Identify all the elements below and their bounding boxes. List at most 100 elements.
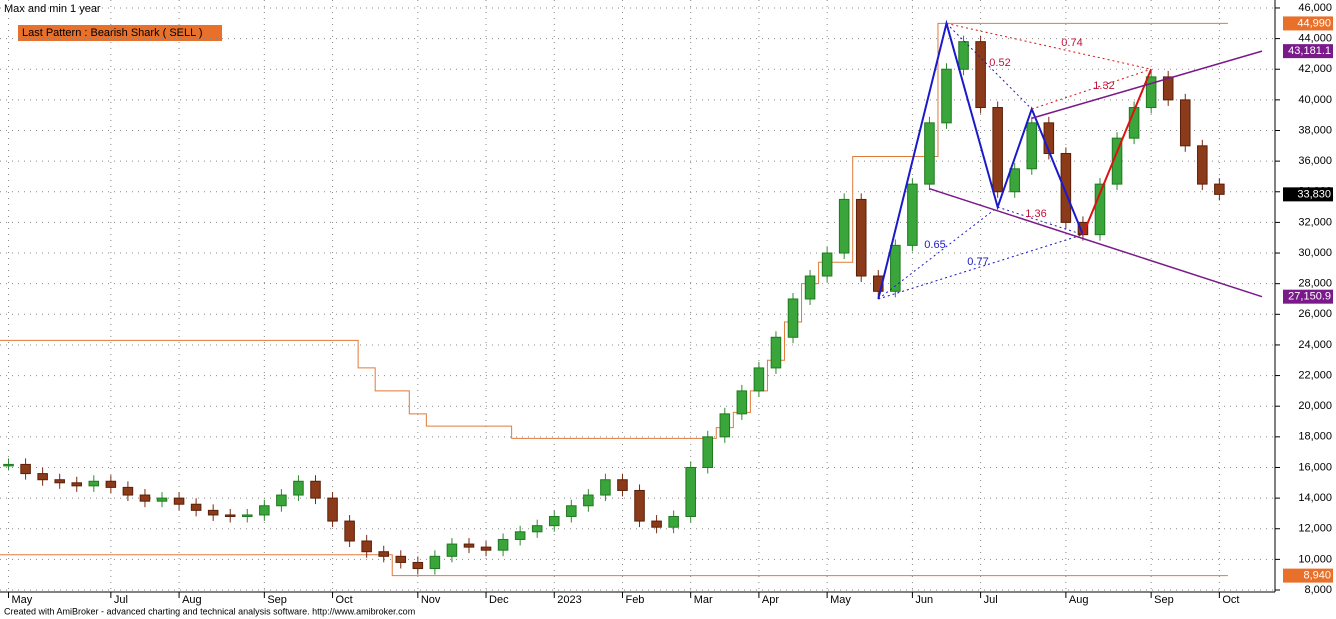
price-tag <box>1283 289 1333 304</box>
candle <box>685 466 696 517</box>
x-tick-label: May <box>830 594 851 606</box>
x-tick-label: 2023 <box>557 594 581 606</box>
price-tag <box>1283 568 1333 583</box>
price-tag <box>1283 16 1333 31</box>
candle <box>139 494 151 502</box>
candle <box>37 473 48 481</box>
y-tick-label: 44,000 <box>1298 33 1332 45</box>
price-tag-label: 43,181.1 <box>1288 45 1331 57</box>
chart-title: Max and min 1 year <box>4 3 101 15</box>
x-tick-label: Jun <box>915 594 933 606</box>
candle <box>770 336 782 369</box>
candle <box>207 509 219 516</box>
candle <box>1145 76 1157 109</box>
ratio-label: 0.77 <box>967 256 988 268</box>
footer: Created with AmiBroker - advanced charti… <box>4 606 415 616</box>
x-tick-label: Aug <box>182 594 202 606</box>
candle <box>412 561 424 570</box>
candle <box>992 107 1003 193</box>
candle <box>855 198 867 277</box>
candle <box>276 494 287 507</box>
x-tick-label: Oct <box>336 594 353 606</box>
candle <box>736 390 748 415</box>
candle <box>173 497 185 505</box>
ratio-label: 0.74 <box>1061 37 1082 49</box>
candle <box>361 540 372 553</box>
x-tick-label: Jul <box>114 594 128 606</box>
candle <box>566 505 577 517</box>
candle <box>463 543 475 548</box>
candle <box>88 480 100 487</box>
price-tag-label: 33,830 <box>1297 188 1331 200</box>
candle <box>821 252 833 277</box>
level-line <box>0 554 1228 577</box>
candle <box>1026 122 1038 170</box>
candle <box>514 531 526 540</box>
candle <box>259 505 270 516</box>
x-tick-label: Oct <box>1222 594 1239 606</box>
candle <box>429 555 441 570</box>
y-tick-label: 46,000 <box>1298 2 1332 14</box>
candle <box>1179 99 1191 147</box>
y-tick-label: 26,000 <box>1298 308 1332 320</box>
x-tick-label: Dec <box>489 594 509 606</box>
candle <box>941 68 952 124</box>
ratio-label: 1.32 <box>1093 80 1114 92</box>
candle <box>651 520 662 528</box>
candle <box>804 275 816 300</box>
candle <box>1009 168 1020 193</box>
candle <box>668 515 679 528</box>
candle <box>105 480 117 488</box>
candle <box>617 479 628 491</box>
ratio-label: 0.52 <box>989 57 1010 69</box>
candle <box>719 413 731 438</box>
ratio-label: 1.36 <box>1025 208 1046 220</box>
candle <box>378 551 389 557</box>
y-tick-label: 8,000 <box>1304 584 1332 596</box>
candle <box>838 198 850 254</box>
x-tick-label: Sep <box>267 594 287 606</box>
candle <box>787 298 799 338</box>
price-tag-label: 8,940 <box>1303 570 1331 582</box>
y-tick-label: 22,000 <box>1298 369 1332 381</box>
x-tick-label: May <box>12 594 33 606</box>
price-tag <box>1283 44 1333 59</box>
pattern-label: Last Pattern : Bearish Shark ( SELL ) <box>22 27 203 39</box>
price-tag-label: 27,150.9 <box>1288 291 1331 303</box>
candle <box>497 538 509 551</box>
candle <box>753 367 765 392</box>
candle <box>548 515 560 527</box>
y-tick-label: 28,000 <box>1298 278 1332 290</box>
y-tick-label: 38,000 <box>1298 124 1332 136</box>
y-tick-label: 12,000 <box>1298 523 1332 535</box>
y-tick-label: 36,000 <box>1298 155 1332 167</box>
pattern-leg <box>877 19 1084 300</box>
candle <box>958 41 969 70</box>
y-tick-label: 10,000 <box>1298 553 1332 565</box>
y-tick-label: 40,000 <box>1298 94 1332 106</box>
x-tick-label: Mar <box>694 594 713 606</box>
y-tick-label: 42,000 <box>1298 63 1332 75</box>
candle <box>1162 76 1174 101</box>
completion-leg <box>1082 68 1153 236</box>
y-tick-label: 14,000 <box>1298 492 1332 504</box>
y-tick-label: 20,000 <box>1298 400 1332 412</box>
candle <box>20 463 31 475</box>
price-tag <box>1283 187 1333 202</box>
pattern-box <box>18 25 222 41</box>
candle <box>890 244 901 292</box>
pattern-ratio-line <box>877 206 998 300</box>
candle <box>634 489 645 522</box>
candle <box>600 479 611 496</box>
x-tick-label: Jul <box>984 594 998 606</box>
candle <box>224 514 236 517</box>
candle <box>975 41 986 109</box>
y-tick-label: 24,000 <box>1298 339 1332 351</box>
candle <box>1060 152 1072 223</box>
x-tick-label: Sep <box>1154 594 1174 606</box>
candle <box>1214 183 1225 195</box>
candle <box>480 546 492 551</box>
pattern-ratio-line <box>946 23 1033 110</box>
candle <box>327 497 338 522</box>
